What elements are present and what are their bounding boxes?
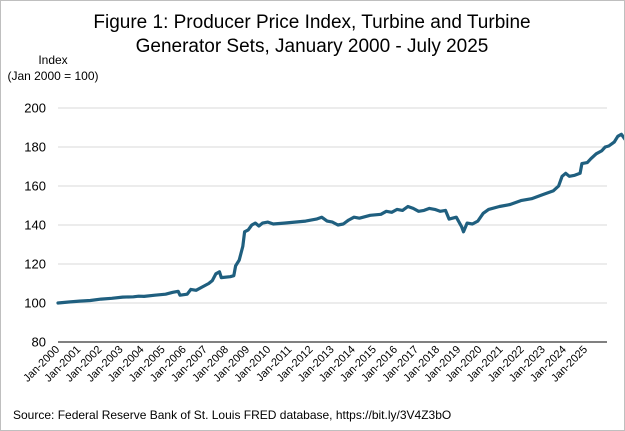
y-axis-label-line-2: (Jan 2000 = 100) bbox=[7, 69, 98, 83]
y-tick-labels: 80 100 120 140 160 180 200 bbox=[24, 101, 46, 350]
y-tick-label: 100 bbox=[24, 296, 46, 311]
y-tick-label: 80 bbox=[32, 335, 46, 350]
source-note: Source: Federal Reserve Bank of St. Loui… bbox=[13, 408, 451, 422]
gridlines bbox=[58, 107, 607, 304]
y-tick-label: 160 bbox=[24, 179, 46, 194]
y-tick-label: 120 bbox=[24, 257, 46, 272]
chart-title-line-2: Generator Sets, January 2000 - July 2025 bbox=[136, 36, 489, 57]
x-tick-labels: Jan-2000Jan-2001Jan-2002Jan-2003Jan-2004… bbox=[21, 344, 590, 385]
series-line-ppi bbox=[56, 132, 624, 305]
y-tick-label: 140 bbox=[24, 218, 46, 233]
chart-title-line-1: Figure 1: Producer Price Index, Turbine … bbox=[93, 12, 530, 33]
y-axis-label-line-1: Index bbox=[38, 53, 67, 67]
y-tick-label: 180 bbox=[24, 140, 46, 155]
y-tick-label: 200 bbox=[24, 101, 46, 116]
